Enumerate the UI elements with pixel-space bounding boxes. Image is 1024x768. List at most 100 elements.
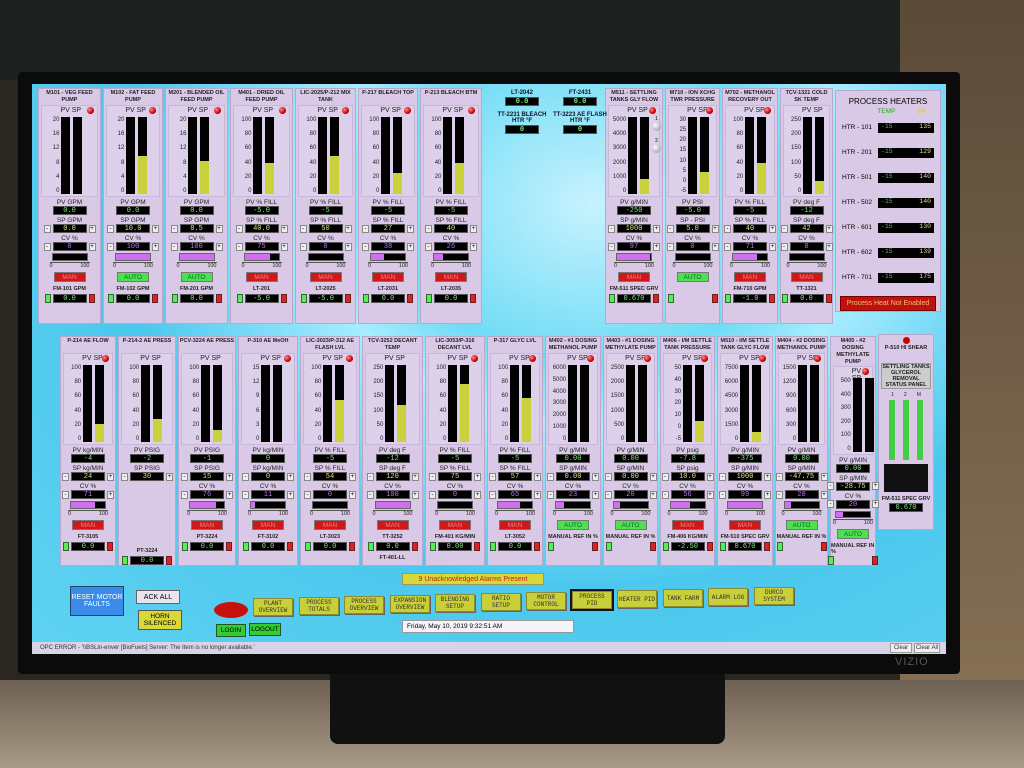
sp-increment-button[interactable]: + [215,224,223,233]
mode-toggle-button[interactable]: MAN [53,272,86,282]
pump-select-button[interactable]: 1 [652,116,661,131]
stop-button[interactable] [820,542,827,551]
sp-decrement-button[interactable]: - [366,472,374,481]
cv-decrement-button[interactable]: - [827,500,834,509]
sp-value-input[interactable]: 5.0 [675,224,710,233]
sp-value-input[interactable]: 1000 [728,472,762,481]
mode-toggle-button[interactable]: MAN [309,272,342,282]
sp-decrement-button[interactable]: - [62,472,69,481]
nav-button[interactable]: RATIO SETUP [481,593,521,611]
nav-button[interactable]: ALARM LOG [708,588,748,606]
sp-decrement-button[interactable]: - [666,224,674,233]
sp-increment-button[interactable]: + [764,472,771,481]
nav-button[interactable]: MOTOR CONTROL [526,592,566,610]
cv-increment-button[interactable]: + [88,242,96,251]
sp-value-input[interactable]: 0.00 [613,472,648,481]
mode-toggle-button[interactable]: MAN [499,520,531,530]
sp-value-input[interactable]: 40 [434,224,468,233]
sp-decrement-button[interactable]: - [121,472,128,481]
mode-toggle-button[interactable]: MAN [191,520,223,530]
mode-toggle-button[interactable]: MAN [245,272,278,282]
sp-increment-button[interactable]: + [226,472,233,481]
sp-value-input[interactable]: 30 [130,472,164,481]
cv-decrement-button[interactable]: - [43,242,51,251]
mode-toggle-button[interactable]: MAN [671,520,704,530]
mode-toggle-button[interactable]: AUTO [785,520,818,530]
sp-value-input[interactable]: 0.00 [556,472,590,481]
sp-increment-button[interactable]: + [706,472,714,481]
start-button[interactable] [490,542,496,551]
stop-button[interactable] [592,542,598,551]
cv-decrement-button[interactable]: - [661,490,669,499]
cv-decrement-button[interactable]: - [724,242,731,251]
cv-increment-button[interactable]: + [769,242,776,251]
cv-increment-button[interactable]: + [226,490,233,499]
cv-value-input[interactable]: 20 [784,490,819,499]
sp-increment-button[interactable]: + [474,472,481,481]
sp-increment-button[interactable]: + [711,224,719,233]
cv-decrement-button[interactable]: - [547,490,554,499]
cv-decrement-button[interactable]: - [366,490,374,499]
start-button[interactable] [243,542,249,551]
cv-value-input[interactable]: 75 [244,242,279,251]
start-button[interactable] [63,542,69,551]
stop-button[interactable] [226,542,232,551]
reset-motor-faults-button[interactable]: RESET MOTOR FAULTS [70,586,124,616]
stop-button[interactable] [649,542,656,551]
stop-button[interactable] [407,294,413,303]
nav-button[interactable]: PROCESS TOTALS [299,597,339,615]
sp-increment-button[interactable]: + [349,472,356,481]
cv-value-input[interactable]: 56 [670,490,705,499]
sp-value-input[interactable]: 1000 [617,224,651,233]
start-button[interactable] [426,294,432,303]
sp-decrement-button[interactable]: - [429,472,436,481]
sp-increment-button[interactable]: + [769,224,776,233]
cv-value-input[interactable]: 71 [71,490,105,499]
mode-toggle-button[interactable]: AUTO [557,520,589,530]
cv-increment-button[interactable]: + [820,490,828,499]
mode-toggle-button[interactable]: MAN [372,272,404,282]
sp-decrement-button[interactable]: - [181,472,188,481]
sp-value-input[interactable]: 40.0 [244,224,279,233]
sp-value-input[interactable]: 120 [375,472,410,481]
sp-value-input[interactable]: -28.75 [836,481,870,491]
cv-value-input[interactable]: 11 [251,490,285,499]
sp-value-input[interactable]: 40 [733,224,767,233]
clear-all-button[interactable]: Clear All [914,643,940,653]
start-button[interactable] [236,294,243,303]
logout-button[interactable]: LOGOUT [249,623,281,636]
mode-toggle-button[interactable]: AUTO [837,529,869,540]
cv-increment-button[interactable]: + [470,242,477,251]
cv-value-input[interactable]: 26 [434,242,468,251]
cv-increment-button[interactable]: + [280,242,288,251]
cv-decrement-button[interactable]: - [170,242,178,251]
cv-increment-button[interactable]: + [215,242,223,251]
cv-decrement-button[interactable]: - [181,490,188,499]
cv-value-input[interactable]: 100 [375,490,410,499]
stop-button[interactable] [280,294,287,303]
sp-increment-button[interactable]: + [344,224,352,233]
cv-decrement-button[interactable]: - [299,242,307,251]
sp-increment-button[interactable]: + [872,482,879,491]
cv-value-input[interactable]: 76 [190,490,224,499]
start-button[interactable] [609,294,615,303]
start-button[interactable] [122,556,128,565]
cv-decrement-button[interactable]: - [780,242,788,251]
nav-button[interactable]: PROCESS OVERVIEW [344,596,384,614]
ack-all-button[interactable]: ACK ALL [136,590,180,604]
sp-decrement-button[interactable]: - [661,472,669,481]
stop-button[interactable] [166,556,172,565]
cv-decrement-button[interactable]: - [107,242,114,251]
mode-toggle-button[interactable]: MAN [734,272,766,282]
sp-increment-button[interactable]: + [411,472,419,481]
sp-decrement-button[interactable]: - [425,224,432,233]
cv-value-input[interactable]: 20 [613,490,648,499]
sp-increment-button[interactable]: + [88,224,96,233]
horn-silenced-button[interactable]: HORN SILENCED [138,610,182,630]
cv-value-input[interactable]: 0 [675,242,710,251]
cv-value-input[interactable]: 0 [313,490,347,499]
heater-row[interactable]: HTR - 501 -15 140 [842,165,940,190]
sp-value-input[interactable]: 8.5 [179,224,214,233]
start-button[interactable] [300,294,307,303]
mode-toggle-button[interactable]: MAN [252,520,284,530]
